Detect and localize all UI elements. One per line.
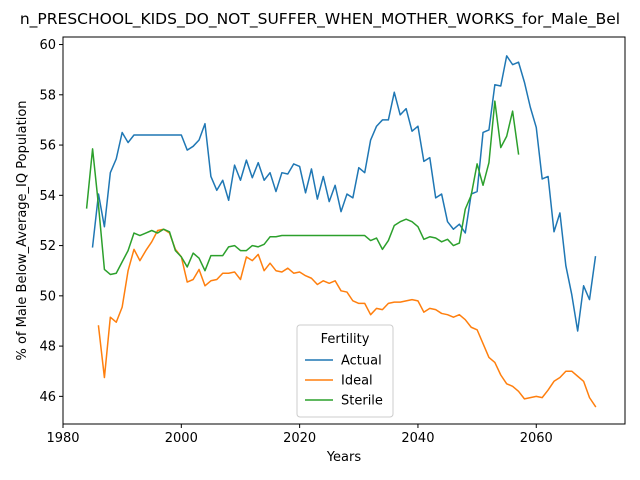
y-axis-title: % of Male Below_Average_IQ Population <box>15 100 30 360</box>
y-tick-label: 54 <box>39 189 56 204</box>
legend-label-sterile: Sterile <box>341 394 383 409</box>
x-tick-label: 2000 <box>165 431 198 446</box>
x-tick-label: 1980 <box>46 431 79 446</box>
legend-label-actual: Actual <box>341 354 382 369</box>
y-tick-label: 48 <box>39 340 56 355</box>
legend: Fertility Actual Ideal Sterile <box>297 325 393 417</box>
legend-title: Fertility <box>321 332 370 347</box>
x-axis-title: Years <box>326 450 362 465</box>
x-tick-label: 2020 <box>283 431 316 446</box>
y-tick-label: 58 <box>39 88 56 103</box>
x-tick-label: 2040 <box>401 431 434 446</box>
chart-title: n_PRESCHOOL_KIDS_DO_NOT_SUFFER_WHEN_MOTH… <box>20 10 620 29</box>
y-tick-label: 46 <box>39 390 56 405</box>
y-tick-label: 56 <box>39 139 56 154</box>
x-tick-label: 2060 <box>520 431 553 446</box>
y-tick-label: 50 <box>39 289 56 304</box>
y-tick-label: 60 <box>39 38 56 53</box>
y-tick-label: 52 <box>39 239 56 254</box>
legend-label-ideal: Ideal <box>341 374 373 389</box>
